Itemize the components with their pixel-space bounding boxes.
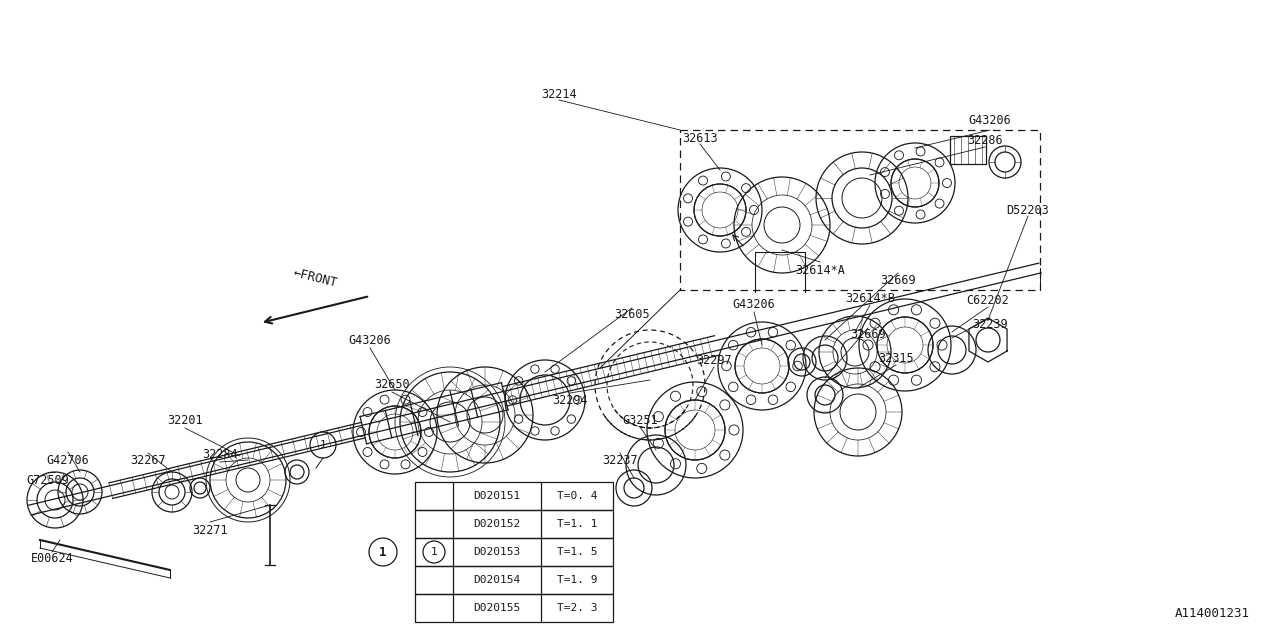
Text: 32214: 32214 — [541, 88, 577, 102]
Text: 1: 1 — [320, 440, 326, 450]
Text: 32669: 32669 — [850, 328, 886, 342]
Text: 32315: 32315 — [878, 351, 914, 365]
Text: 1: 1 — [430, 547, 438, 557]
Text: T=1. 1: T=1. 1 — [557, 519, 598, 529]
Text: D020153: D020153 — [474, 547, 521, 557]
Text: D020155: D020155 — [474, 603, 521, 613]
Text: D020152: D020152 — [474, 519, 521, 529]
Bar — [415, 566, 613, 594]
Text: 32294: 32294 — [552, 394, 588, 406]
Text: 32239: 32239 — [973, 319, 1007, 332]
Text: T=1. 9: T=1. 9 — [557, 575, 598, 585]
Text: 32286: 32286 — [968, 134, 1002, 147]
Text: 32614*A: 32614*A — [795, 264, 845, 276]
Text: G43206: G43206 — [348, 333, 392, 346]
Text: G42706: G42706 — [46, 454, 90, 467]
Text: 32605: 32605 — [614, 308, 650, 321]
Text: G72509: G72509 — [27, 474, 69, 486]
Text: D020154: D020154 — [474, 575, 521, 585]
Text: 32614*B: 32614*B — [845, 291, 895, 305]
Text: 32650: 32650 — [374, 378, 410, 392]
Text: 32613: 32613 — [682, 131, 718, 145]
Text: 32267: 32267 — [131, 454, 166, 467]
Text: D020151: D020151 — [474, 491, 521, 501]
Text: 32201: 32201 — [168, 413, 202, 426]
Text: 32284: 32284 — [202, 449, 238, 461]
Text: 1: 1 — [379, 545, 387, 559]
Text: ←FRONT: ←FRONT — [292, 266, 338, 290]
Text: E00624: E00624 — [31, 552, 73, 564]
Text: G43206: G43206 — [969, 113, 1011, 127]
Text: 32297: 32297 — [696, 353, 732, 367]
Bar — [415, 510, 613, 538]
Text: G3251: G3251 — [622, 413, 658, 426]
Bar — [415, 594, 613, 622]
Text: C62202: C62202 — [966, 294, 1010, 307]
Text: 32271: 32271 — [192, 524, 228, 536]
Text: A114001231: A114001231 — [1175, 607, 1251, 620]
Text: 32669: 32669 — [881, 273, 915, 287]
Text: D52203: D52203 — [1006, 204, 1050, 216]
Bar — [415, 538, 613, 566]
Text: T=2. 3: T=2. 3 — [557, 603, 598, 613]
Bar — [950, 136, 986, 164]
Bar — [415, 482, 613, 510]
Text: T=1. 5: T=1. 5 — [557, 547, 598, 557]
Text: T=0. 4: T=0. 4 — [557, 491, 598, 501]
Text: G43206: G43206 — [732, 298, 776, 312]
Text: 32237: 32237 — [602, 454, 637, 467]
